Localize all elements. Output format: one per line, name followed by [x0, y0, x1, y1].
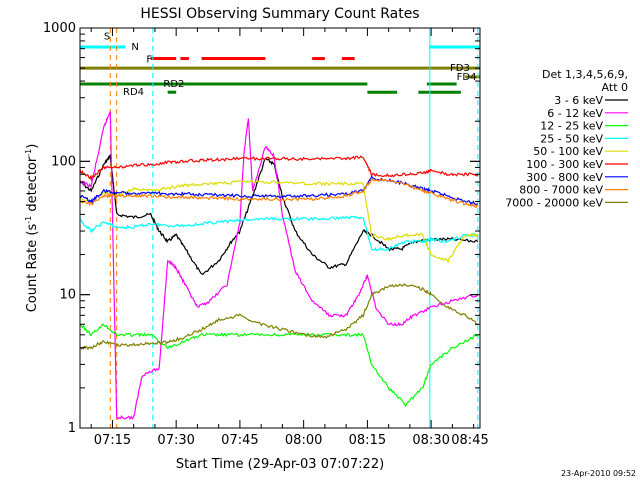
y-tick-label: 1: [68, 421, 76, 436]
timestamp: 23-Apr-2010 09:52: [561, 469, 636, 478]
legend-item-label: 800 - 7000 keV: [519, 184, 603, 197]
legend-item-label: 6 - 12 keV: [547, 107, 603, 120]
legend-item-label: 50 - 100 keV: [533, 145, 603, 158]
y-axis-label: Count Rate (s-1 detector-1): [24, 144, 40, 313]
plot-frame: [79, 27, 481, 429]
x-tick-label: 08:30: [412, 433, 449, 448]
legend-item-label: 25 - 50 keV: [540, 132, 603, 145]
flag-label-rd2: RD2: [163, 79, 184, 90]
x-axis: 07:15 07:30 07:45 08:00 08:15 08:30 08:45: [90, 28, 489, 448]
flag-label-n: N: [131, 42, 138, 53]
legend-item-label: 7000 - 20000 keV: [505, 196, 603, 209]
flag-label-f: F: [146, 55, 152, 66]
flags-layer: [80, 45, 480, 94]
series-line-1: [79, 154, 479, 276]
legend-item-label: 3 - 6 keV: [554, 94, 603, 107]
series-line-6: [79, 155, 479, 182]
y-tick-label: 100: [51, 154, 76, 169]
y-axis: 1 10 100 1000: [43, 21, 480, 436]
series-line-9: [79, 283, 479, 351]
series-line-4: [79, 215, 479, 251]
legend-item-label: 100 - 300 keV: [526, 158, 603, 171]
x-tick-label: 08:00: [285, 433, 322, 448]
legend-item-label: 12 - 25 keV: [540, 120, 603, 133]
y-axis-label-sup2: -1: [24, 149, 33, 157]
series-line-8: [79, 177, 479, 209]
y-axis-label-end: ): [25, 144, 40, 149]
flag-label-fd3: FD3: [450, 63, 470, 74]
x-tick-label: 07:45: [221, 433, 258, 448]
legend-item-label: 300 - 800 keV: [526, 171, 603, 184]
y-axis-label-sup1: -1: [24, 216, 33, 224]
legend-header-line2: Att 0: [602, 81, 628, 94]
series-line-7: [79, 175, 478, 206]
x-tick-label: 08:45: [451, 433, 488, 448]
flag-label-s: S: [104, 32, 110, 43]
legend-header-line1: Det 1,3,4,5,6,9,: [542, 68, 628, 81]
x-tick-label: 07:30: [157, 433, 194, 448]
series-line-3: [80, 323, 479, 407]
x-tick-label: 08:15: [349, 433, 386, 448]
chart-title: HESSI Observing Summary Count Rates: [140, 6, 419, 22]
flag-label-fd4: FD4: [457, 72, 477, 83]
y-axis-label-main: Count Rate (s: [25, 224, 40, 313]
vlines-layer: [109, 28, 479, 428]
series-layer: [79, 111, 479, 421]
x-tick-label: 07:15: [94, 433, 131, 448]
y-tick-label: 10: [59, 288, 76, 303]
x-axis-label: Start Time (29-Apr-03 07:07:22): [176, 457, 384, 472]
series-line-2: [79, 111, 479, 421]
y-tick-label: 1000: [43, 21, 76, 36]
series-line-5: [79, 179, 479, 264]
flag-label-rd4: RD4: [123, 87, 144, 98]
y-axis-label-mid: detector: [25, 156, 40, 216]
